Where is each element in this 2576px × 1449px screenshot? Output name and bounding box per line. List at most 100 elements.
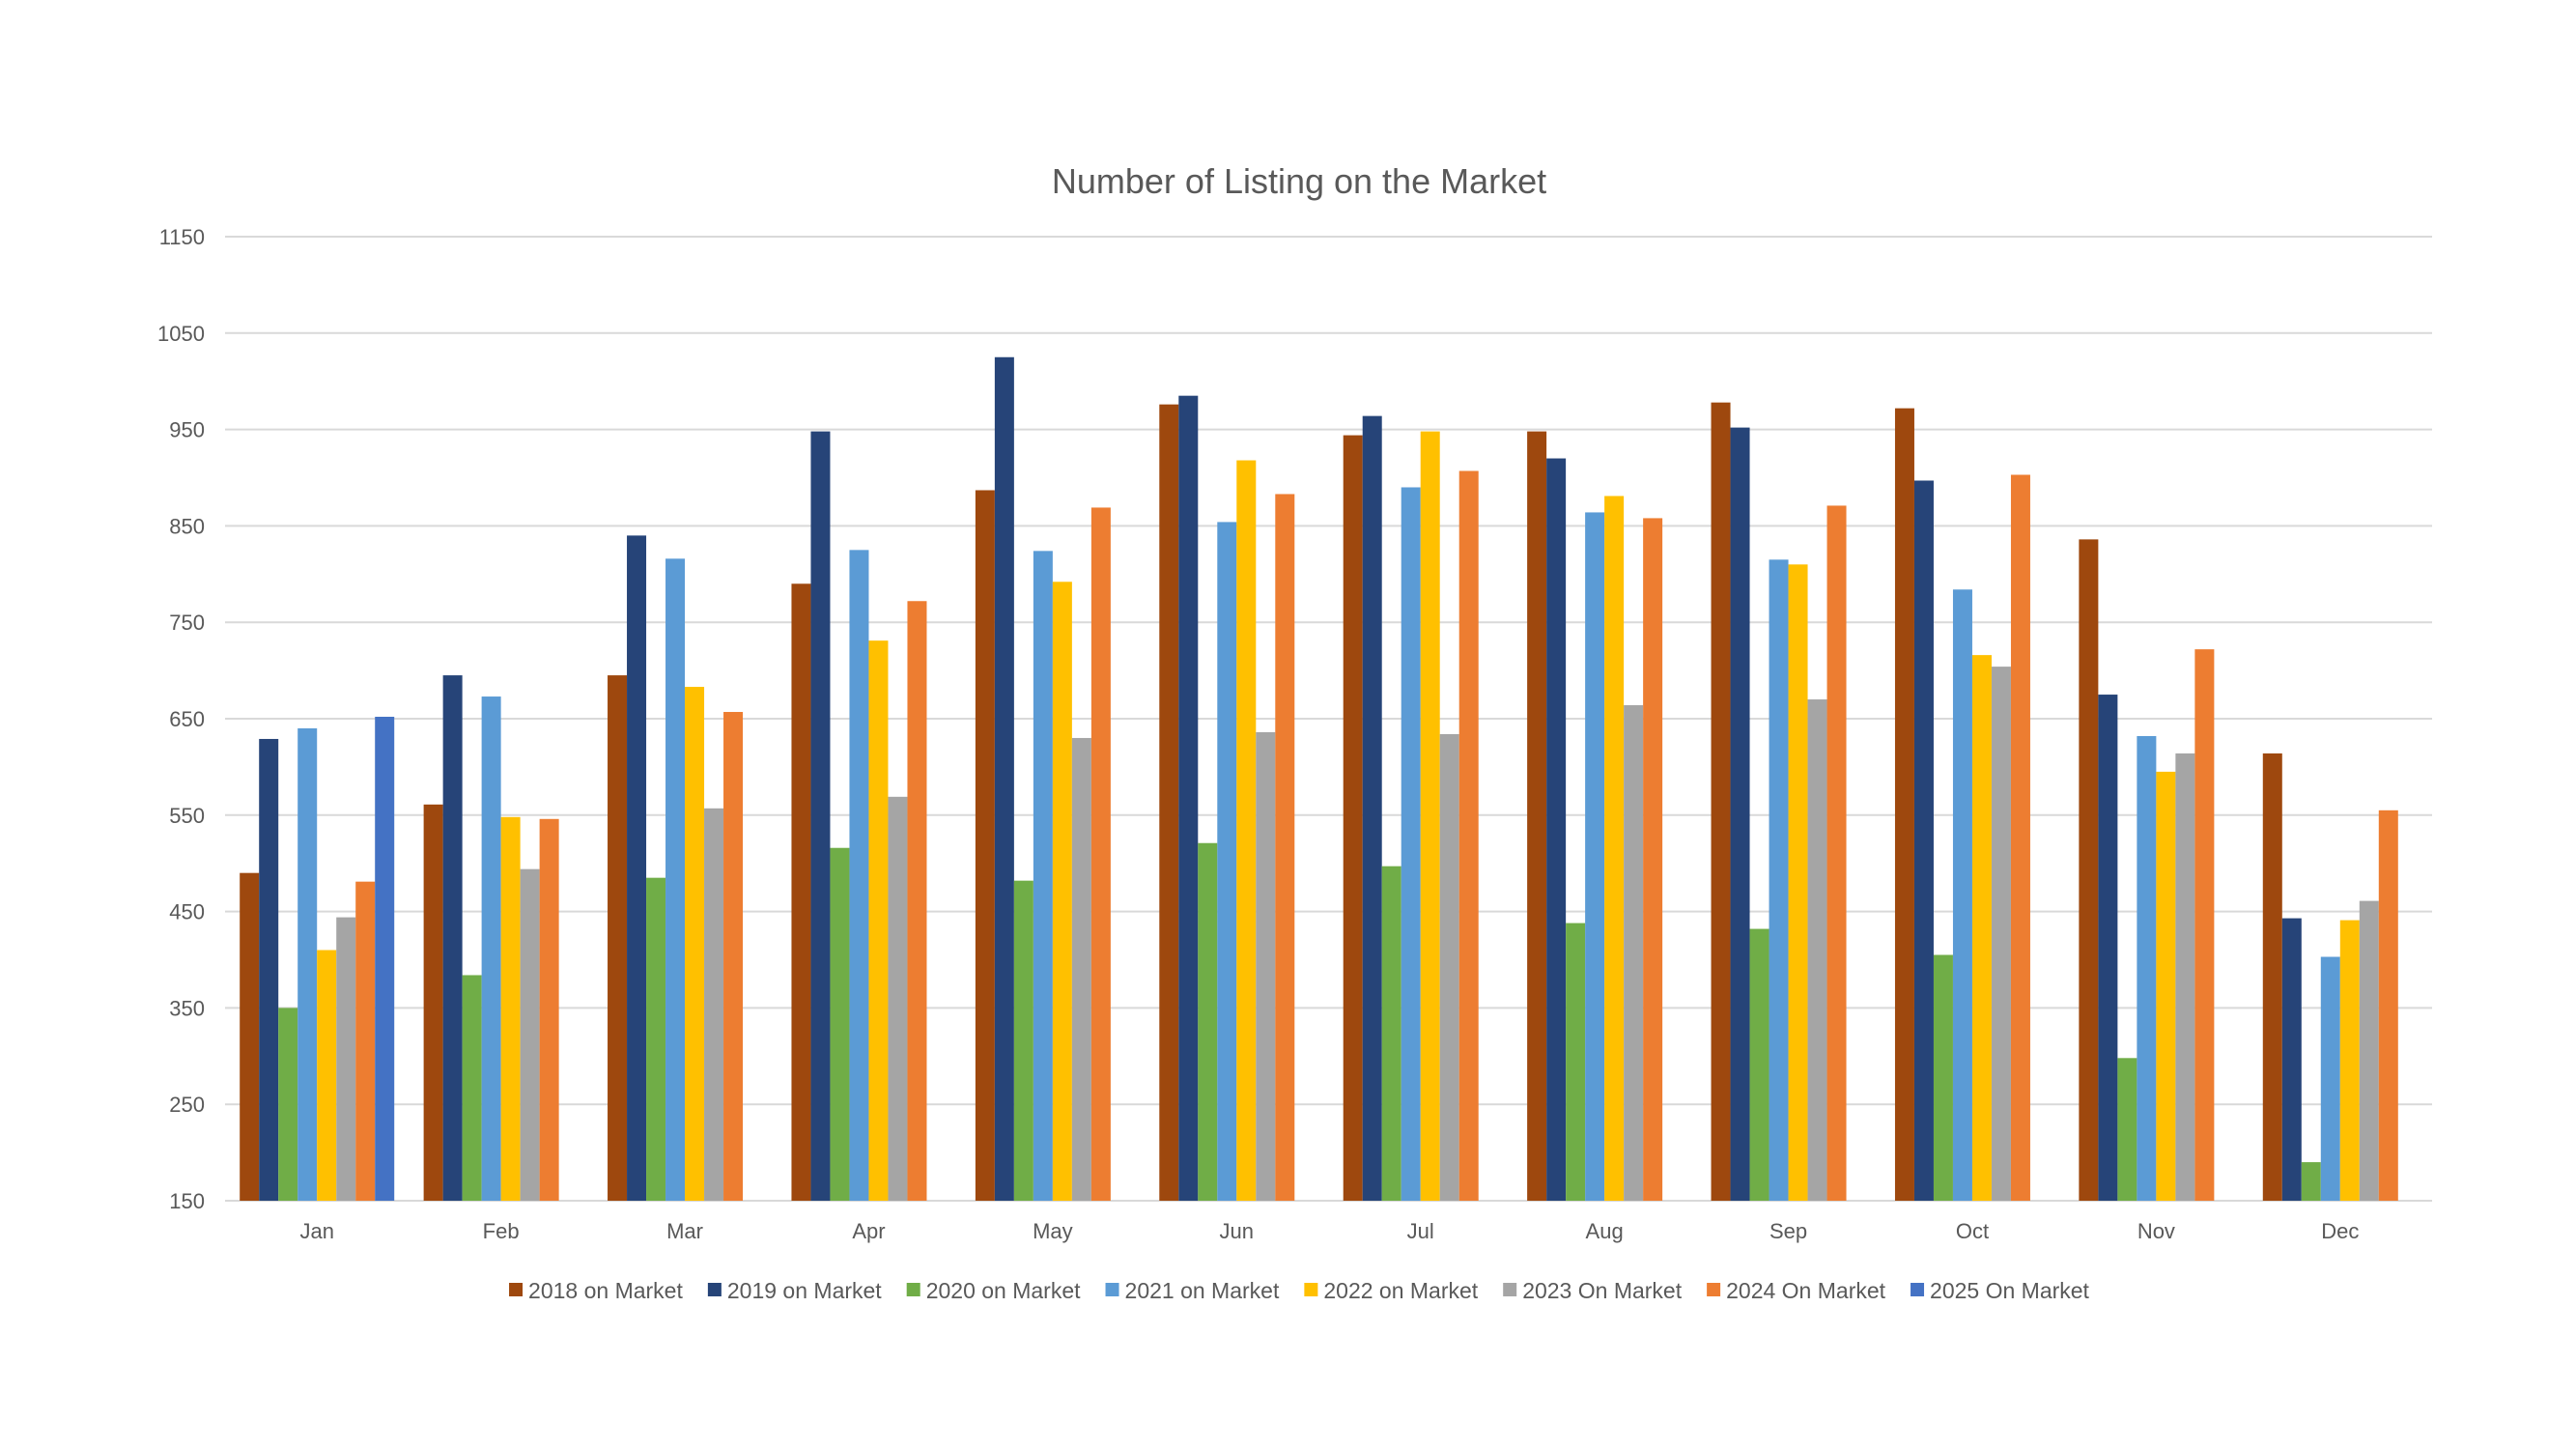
bar-aug-series-6 (1624, 705, 1644, 1201)
bar-feb-series-2 (442, 675, 463, 1201)
bar-jul-series-6 (1439, 733, 1459, 1201)
bar-jul-series-4 (1401, 487, 1421, 1202)
legend-item: 2019 on Market (707, 1278, 882, 1303)
bar-nov-series-1 (2079, 539, 2099, 1201)
bar-dec-series-1 (2262, 753, 2282, 1201)
bar-jun-series-6 (1256, 731, 1276, 1201)
bar-aug-series-4 (1585, 512, 1605, 1201)
bar-may-series-1 (975, 490, 995, 1201)
bar-oct-series-3 (1933, 954, 1953, 1201)
bar-may-series-7 (1090, 507, 1111, 1201)
bar-jun-series-5 (1236, 460, 1257, 1201)
bar-feb-series-6 (520, 868, 540, 1201)
x-tick-label: Mar (666, 1219, 703, 1243)
bar-feb-series-3 (462, 975, 482, 1201)
bar-aug-series-2 (1546, 458, 1567, 1201)
bar-may-series-6 (1071, 737, 1091, 1201)
bar-oct-series-5 (1971, 655, 1992, 1201)
bar-mar-series-7 (723, 712, 744, 1201)
bar-sep-series-1 (1711, 402, 1731, 1201)
bar-dec-series-5 (2339, 920, 2360, 1201)
bar-jan-series-1 (240, 872, 260, 1201)
bar-may-series-5 (1052, 582, 1072, 1201)
bar-apr-series-5 (868, 640, 889, 1201)
x-tick-label: Apr (852, 1219, 885, 1243)
legend-item: 2025 On Market (1911, 1278, 2090, 1303)
x-tick-label: Oct (1956, 1219, 1989, 1243)
bar-apr-series-3 (830, 847, 850, 1201)
legend-swatch (906, 1283, 920, 1296)
bar-jun-series-7 (1275, 494, 1295, 1201)
bar-mar-series-5 (685, 687, 705, 1201)
bar-nov-series-7 (2194, 649, 2215, 1201)
bar-aug-series-3 (1566, 923, 1586, 1201)
y-tick-label: 950 (169, 418, 205, 442)
bar-oct-series-7 (2010, 474, 2030, 1202)
y-tick-label: 1150 (159, 225, 205, 249)
y-tick-label: 1050 (157, 322, 205, 346)
legend-swatch (1304, 1283, 1318, 1296)
bar-apr-series-4 (849, 550, 869, 1201)
y-tick-label: 350 (169, 996, 205, 1020)
x-tick-label: Jul (1407, 1219, 1434, 1243)
x-tick-label: Jan (299, 1219, 333, 1243)
y-tick-label: 750 (169, 611, 205, 635)
legend-label: 2022 on Market (1323, 1278, 1478, 1303)
bar-oct-series-2 (1913, 480, 1934, 1201)
bar-apr-series-6 (888, 796, 908, 1201)
bar-jul-series-7 (1458, 470, 1479, 1201)
bar-oct-series-1 (1894, 408, 1914, 1201)
y-tick-label: 250 (169, 1093, 205, 1117)
bar-apr-series-2 (810, 431, 831, 1201)
bar-aug-series-7 (1643, 518, 1663, 1201)
bar-sep-series-5 (1788, 564, 1808, 1201)
bar-jun-series-1 (1159, 404, 1179, 1202)
bar-oct-series-4 (1952, 589, 1972, 1201)
bar-jul-series-1 (1343, 435, 1363, 1201)
bar-dec-series-4 (2320, 956, 2340, 1201)
y-tick-label: 550 (169, 804, 205, 828)
bar-may-series-2 (994, 356, 1014, 1201)
bar-nov-series-6 (2175, 753, 2195, 1201)
bar-jan-series-5 (317, 950, 337, 1201)
x-tick-label: Aug (1586, 1219, 1624, 1243)
legend-label: 2024 On Market (1726, 1278, 1886, 1303)
legend-label: 2018 on Market (528, 1278, 683, 1303)
bar-dec-series-2 (2281, 918, 2302, 1201)
x-tick-label: Jun (1220, 1219, 1254, 1243)
legend-swatch (707, 1283, 722, 1296)
x-tick-label: Sep (1769, 1219, 1807, 1243)
legend-item: 2023 On Market (1503, 1278, 1683, 1303)
bar-nov-series-2 (2098, 695, 2118, 1201)
bar-dec-series-7 (2378, 810, 2398, 1201)
bars (240, 356, 2398, 1202)
legend-swatch (1503, 1283, 1517, 1296)
y-tick-label: 850 (169, 514, 205, 538)
bar-apr-series-7 (907, 601, 927, 1201)
bar-may-series-3 (1013, 880, 1033, 1201)
bar-jun-series-4 (1217, 522, 1237, 1201)
bar-mar-series-6 (704, 808, 724, 1201)
y-tick-label: 450 (169, 900, 205, 924)
bar-jul-series-2 (1362, 415, 1382, 1201)
bar-nov-series-3 (2117, 1058, 2137, 1201)
bar-jan-series-3 (278, 1008, 298, 1201)
bar-jul-series-3 (1381, 866, 1401, 1201)
legend-swatch (1105, 1283, 1119, 1296)
legend: 2018 on Market 2019 on Market 2020 on Mark… (509, 1278, 2090, 1303)
gridlines (225, 236, 2432, 1202)
x-axis-tick-labels: Jan Feb Mar Apr May Jun Jul Aug Sep Oct Nov Dec (299, 1219, 2359, 1243)
bar-mar-series-1 (608, 675, 628, 1201)
y-tick-label: 150 (169, 1189, 205, 1213)
bar-dec-series-3 (2301, 1162, 2321, 1201)
legend-label: 2023 On Market (1522, 1278, 1683, 1303)
bar-jan-series-8 (375, 717, 395, 1201)
bar-mar-series-4 (665, 558, 686, 1201)
bar-sep-series-3 (1749, 928, 1769, 1201)
y-tick-label: 650 (169, 707, 205, 731)
bar-nov-series-5 (2156, 771, 2176, 1201)
legend-label: 2025 On Market (1930, 1278, 2090, 1303)
legend-item: 2024 On Market (1707, 1278, 1886, 1303)
bar-aug-series-1 (1527, 431, 1547, 1201)
